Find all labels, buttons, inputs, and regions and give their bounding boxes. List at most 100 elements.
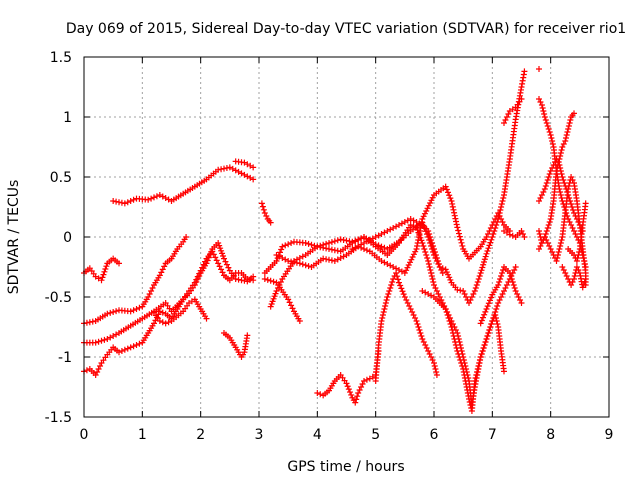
data-point — [521, 68, 528, 75]
data-point — [412, 315, 419, 321]
data-point — [250, 277, 257, 284]
data-point — [536, 231, 543, 237]
data-point — [289, 305, 296, 312]
data-point — [449, 203, 456, 210]
data-series — [81, 255, 122, 284]
data-point — [431, 363, 438, 369]
data-point — [493, 318, 500, 324]
y-axis-label: SDTVAR / TECUs — [6, 180, 22, 295]
data-point — [494, 321, 501, 327]
data-point — [495, 300, 502, 306]
data-point — [288, 302, 295, 309]
data-point — [571, 273, 578, 279]
data-point — [314, 390, 321, 396]
data-point — [507, 273, 514, 279]
data-point — [554, 255, 561, 261]
data-point — [148, 195, 155, 202]
data-point — [499, 270, 506, 276]
data-point — [553, 258, 560, 264]
data-point — [494, 303, 501, 309]
data-point — [454, 224, 461, 231]
data-point — [216, 263, 223, 270]
data-point — [492, 312, 499, 318]
data-point — [498, 294, 505, 300]
data-point — [457, 236, 464, 243]
data-point — [565, 123, 572, 129]
data-point — [510, 282, 517, 288]
data-point — [146, 291, 153, 297]
data-point — [348, 391, 355, 398]
data-point — [479, 264, 486, 271]
data-point — [133, 342, 140, 348]
data-point — [499, 219, 506, 225]
data-point — [389, 279, 396, 285]
data-point — [302, 240, 309, 246]
data-point — [541, 186, 548, 192]
data-point — [405, 262, 412, 268]
data-point — [536, 66, 542, 72]
data-point — [560, 267, 567, 273]
data-point — [499, 198, 506, 204]
data-point — [361, 246, 367, 252]
data-point — [121, 200, 128, 207]
data-point — [459, 242, 466, 249]
data-point — [501, 288, 507, 294]
data-point — [456, 233, 463, 240]
data-point — [481, 256, 488, 263]
data-point — [467, 297, 474, 303]
data-point — [435, 261, 442, 267]
data-point — [455, 333, 462, 339]
data-point — [382, 303, 389, 309]
y-tick-label: -0.5 — [45, 290, 72, 306]
data-point — [95, 338, 102, 345]
data-point — [498, 204, 505, 210]
data-point — [566, 219, 573, 225]
data-point — [127, 344, 134, 351]
data-point — [452, 327, 459, 333]
data-point — [261, 276, 268, 282]
data-point — [302, 262, 309, 269]
data-point — [546, 243, 553, 249]
data-point — [413, 318, 420, 324]
data-point — [118, 348, 125, 354]
data-point — [285, 241, 292, 248]
data-point — [442, 183, 449, 190]
data-point — [153, 193, 160, 200]
data-point — [549, 138, 556, 144]
data-point — [454, 330, 461, 336]
data-point — [457, 345, 464, 351]
data-series — [536, 110, 577, 252]
data-point — [328, 239, 335, 246]
data-series — [81, 234, 190, 327]
data-point — [501, 120, 507, 126]
y-tick-label: 1 — [63, 110, 72, 126]
data-point — [482, 308, 489, 315]
data-point — [558, 237, 565, 243]
data-point — [403, 297, 410, 303]
data-point — [569, 279, 576, 285]
data-series — [349, 216, 446, 276]
data-point — [124, 345, 131, 352]
data-point — [503, 114, 510, 120]
data-point — [104, 310, 111, 317]
data-point — [428, 273, 435, 279]
data-point — [149, 285, 156, 291]
data-point — [568, 282, 575, 288]
data-point — [471, 288, 478, 294]
data-point — [540, 108, 547, 114]
data-point — [546, 129, 553, 135]
data-point — [431, 246, 437, 252]
data-point — [400, 291, 407, 298]
data-point — [353, 396, 360, 403]
data-point — [489, 222, 496, 228]
data-point — [130, 343, 137, 350]
data-point — [259, 203, 266, 210]
data-point — [425, 348, 432, 354]
data-point — [277, 279, 284, 285]
data-point — [559, 174, 566, 180]
data-point — [571, 228, 577, 234]
data-point — [508, 276, 515, 282]
data-point — [481, 259, 487, 266]
data-point — [542, 231, 549, 237]
data-point — [421, 210, 428, 217]
